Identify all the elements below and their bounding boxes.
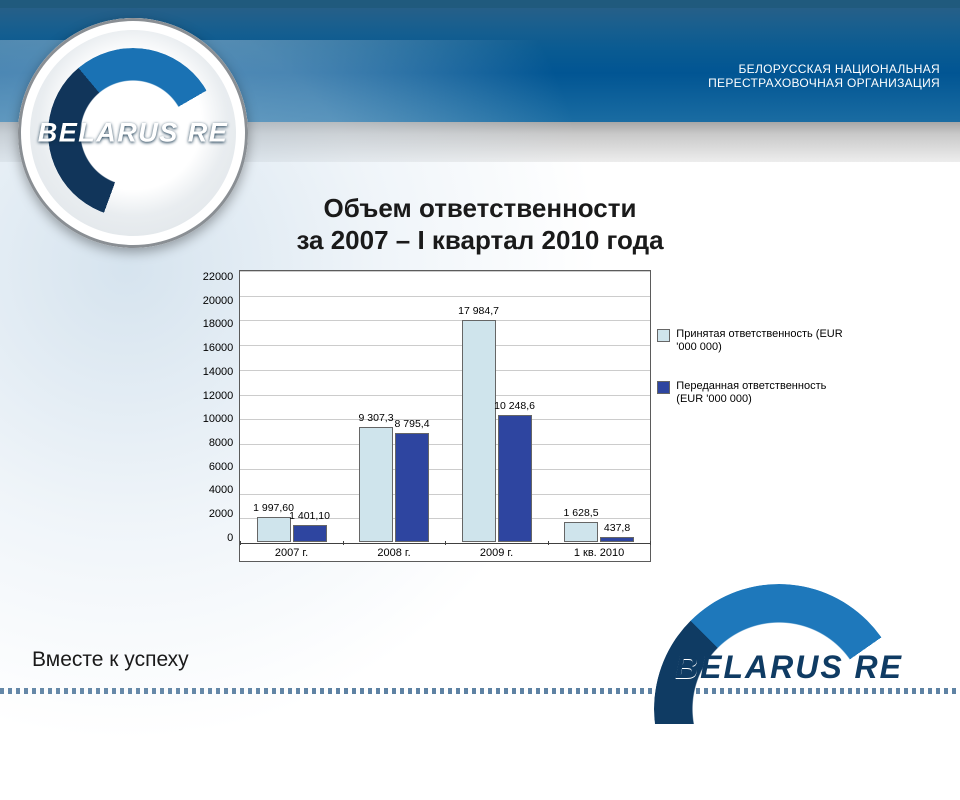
bar-accepted [462,320,496,542]
slogan: Вместе к успеху [32,648,189,672]
bar-ceded [395,433,429,542]
org-line1: БЕЛОРУССКАЯ НАЦИОНАЛЬНАЯ [738,62,940,76]
logo-text: BELARUS RE [18,118,248,149]
gridline [240,296,650,297]
gridline [240,494,650,495]
y-tick: 14000 [203,367,234,378]
bar-value-label: 8 795,4 [372,418,452,430]
y-tick: 18000 [203,319,234,330]
legend-label-accepted: Принятая ответственность (EUR '000 000) [676,328,847,354]
gridline [240,469,650,470]
y-tick: 12000 [203,391,234,402]
x-tick-label: 1 кв. 2010 [548,545,651,561]
legend-item-accepted: Принятая ответственность (EUR '000 000) [657,328,847,354]
bar-value-label: 437,8 [577,522,657,534]
legend-label-ceded: Переданная ответственность (EUR '000 000… [676,380,847,406]
legend: Принятая ответственность (EUR '000 000) … [657,328,847,562]
bar-ceded [293,525,327,542]
x-tick [445,541,446,545]
logo-badge: BELARUS RE [18,18,248,248]
x-tick-label: 2007 г. [240,545,343,561]
x-tick-label: 2009 г. [445,545,548,561]
gridline [240,345,650,346]
y-tick: 6000 [209,462,233,473]
x-tick-label: 2008 г. [343,545,446,561]
liability-chart: 2200020000180001600014000120001000080006… [90,270,960,562]
y-tick: 4000 [209,485,233,496]
y-tick: 10000 [203,414,234,425]
gridline [240,271,650,272]
y-tick: 16000 [203,343,234,354]
legend-swatch-accepted-icon [657,329,670,342]
gridline [240,370,650,371]
bar-ceded [600,537,634,542]
x-axis: 2007 г.2008 г.2009 г.1 кв. 2010 [240,545,650,561]
gridline [240,395,650,396]
x-tick [548,541,549,545]
legend-swatch-ceded-icon [657,381,670,394]
x-tick [240,541,241,545]
y-tick: 20000 [203,296,234,307]
x-tick [650,541,651,545]
y-tick: 0 [227,533,233,544]
bar-value-label: 17 984,7 [439,305,519,317]
bar-ceded [498,415,532,542]
footer-logo-text: BELARUS RE [644,649,934,686]
gridline [240,444,650,445]
org-line2: ПЕРЕСТРАХОВОЧНАЯ ОРГАНИЗАЦИЯ [708,76,940,90]
y-axis: 2200020000180001600014000120001000080006… [203,272,234,544]
plot-inner: 1 997,601 401,109 307,38 795,417 984,710… [240,271,650,544]
y-tick: 8000 [209,438,233,449]
bar-value-label: 1 628,5 [541,507,621,519]
title-line1: Объем ответственности [323,193,636,223]
gridline [240,320,650,321]
footer-logo: BELARUS RE [644,590,934,688]
plot-area: 1 997,601 401,109 307,38 795,417 984,710… [239,270,651,562]
x-tick [343,541,344,545]
y-tick: 22000 [203,272,234,283]
org-name: БЕЛОРУССКАЯ НАЦИОНАЛЬНАЯ ПЕРЕСТРАХОВОЧНА… [708,62,940,90]
y-tick: 2000 [209,509,233,520]
bar-value-label: 1 401,10 [270,510,350,522]
bar-accepted [359,427,393,542]
legend-item-ceded: Переданная ответственность (EUR '000 000… [657,380,847,406]
header-banner: БЕЛОРУССКАЯ НАЦИОНАЛЬНАЯ ПЕРЕСТРАХОВОЧНА… [0,0,960,122]
title-line2: за 2007 – I квартал 2010 года [296,225,663,255]
bar-value-label: 10 248,6 [475,400,555,412]
